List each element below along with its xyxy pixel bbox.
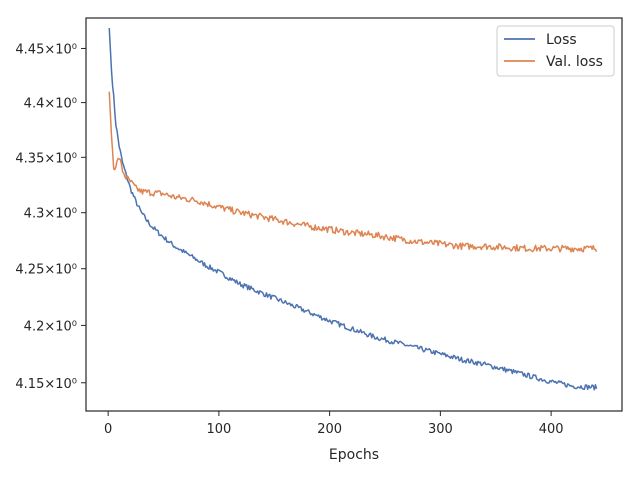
y-tick-label: 4.35×10⁰ xyxy=(15,151,77,166)
plot-area xyxy=(108,28,598,391)
axes-frame xyxy=(85,17,623,412)
x-tick-label: 100 xyxy=(206,422,231,437)
x-tick-label: 200 xyxy=(317,422,342,437)
x-axis-label: Epochs xyxy=(329,447,379,463)
series-line-val-loss xyxy=(108,91,598,253)
y-tick-label: 4.3×10⁰ xyxy=(24,207,77,222)
y-tick-label: 4.15×10⁰ xyxy=(15,377,77,392)
y-tick-label: 4.4×10⁰ xyxy=(24,97,77,112)
x-tick-label: 300 xyxy=(428,422,453,437)
y-axis: 4.15×10⁰ 4.2×10⁰ 4.25×10⁰ 4.3×10⁰ 4.35×10⁰ 4.… xyxy=(15,42,86,392)
legend-label: Loss xyxy=(546,32,577,48)
y-tick-label: 4.45×10⁰ xyxy=(15,42,77,57)
legend-label: Val. loss xyxy=(546,54,603,70)
x-tick-label: 400 xyxy=(539,422,564,437)
series-line-loss xyxy=(108,28,598,391)
y-tick-label: 4.25×10⁰ xyxy=(15,263,77,278)
legend: Loss Val. loss xyxy=(496,25,615,77)
x-tick-label: 0 xyxy=(104,422,112,437)
x-axis: 0 100 200 300 400 xyxy=(104,411,564,437)
y-tick-label: 4.2×10⁰ xyxy=(24,319,77,334)
